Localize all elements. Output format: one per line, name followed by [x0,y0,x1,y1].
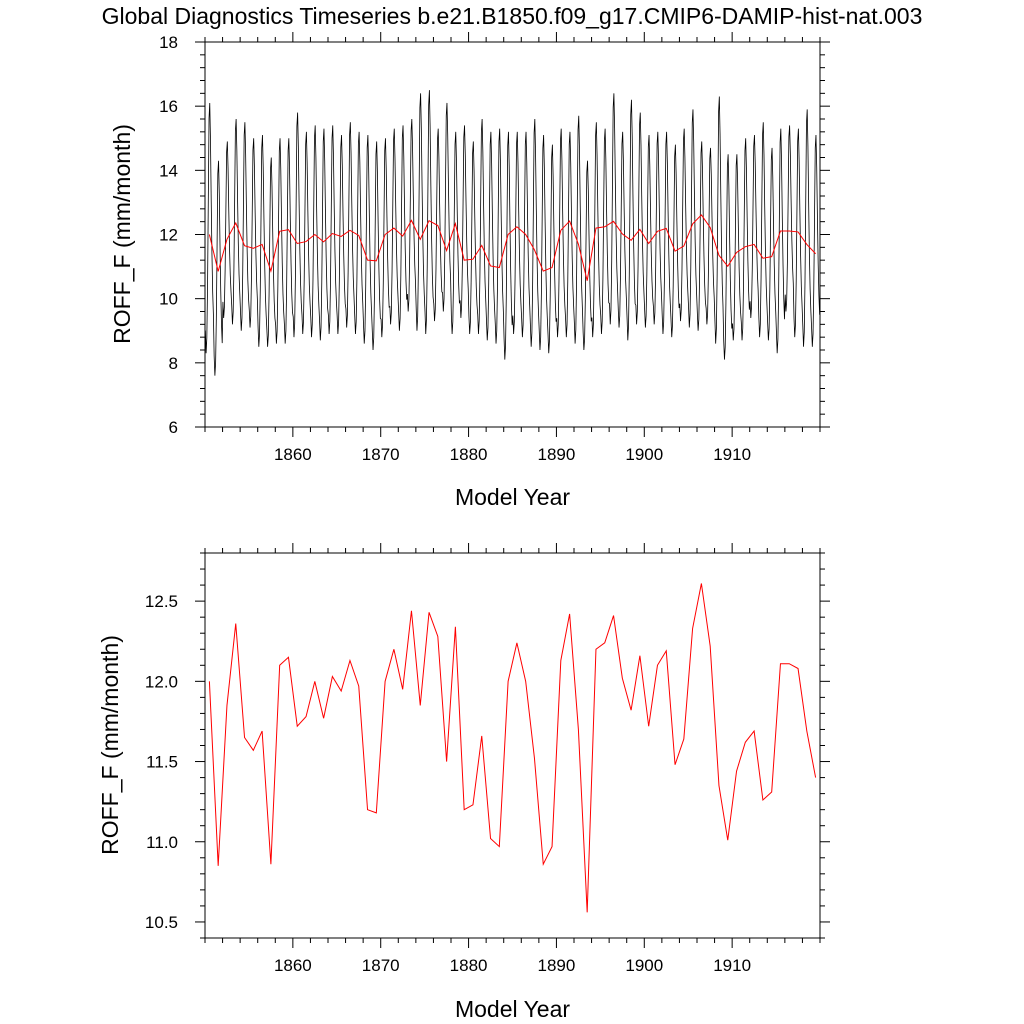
x-tick-label: 1910 [713,445,751,464]
y-tick-label: 6 [169,418,178,437]
y-tick-label: 8 [169,354,178,373]
y-tick-label: 16 [159,97,178,116]
x-axis-label: Model Year [455,484,570,510]
x-tick-label: 1900 [625,445,663,464]
y-tick-label: 11.0 [146,833,178,852]
y-tick-label: 14 [159,161,178,180]
y-tick-label: 10 [159,290,178,309]
x-tick-label: 1880 [450,956,488,975]
y-axis-label: ROFF_F (mm/month) [109,124,135,344]
x-tick-label: 1870 [362,956,400,975]
x-tick-label: 1860 [274,956,312,975]
series-monthly-line [205,90,820,376]
x-tick-label: 1890 [538,445,576,464]
series-annual-mean-line [208,583,817,913]
plot-frame [204,41,821,428]
plot-frame [204,552,821,939]
panel-top: 1860 1870 1880 1890 1900 1910 6 8 10 12 14 16 18 Mode… [109,32,830,510]
y-tick-label: 12.5 [145,592,178,611]
x-tick-label: 1890 [538,956,576,975]
y-tick-label: 12.0 [145,672,178,691]
y-axis-label: ROFF_F (mm/month) [97,635,123,855]
x-axis-label: Model Year [455,996,570,1022]
x-tick-label: 1860 [274,445,312,464]
series-annual-mean-line [208,214,816,281]
x-tick-label: 1900 [625,956,663,975]
x-tick-label: 1910 [713,956,751,975]
y-tick-label: 10.5 [145,913,178,932]
x-tick-label: 1870 [362,445,400,464]
y-tick-label: 18 [159,33,178,52]
x-tick-label: 1880 [450,445,488,464]
y-tick-label: 12 [159,226,178,245]
panel-bottom: 1860 1870 1880 1890 1900 1910 10.5 11.0 11.5 12.0… [97,543,830,1022]
y-tick-label: 11.5 [146,753,178,772]
chart-title: Global Diagnostics Timeseries b.e21.B185… [102,3,923,29]
